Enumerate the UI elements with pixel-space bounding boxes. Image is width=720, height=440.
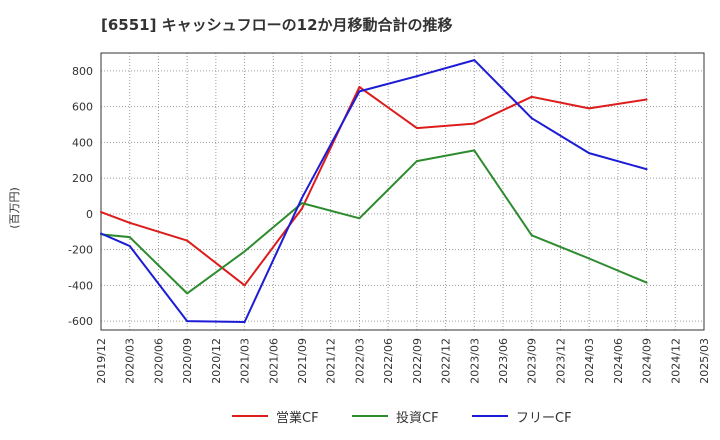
x-tick-label: 2019/12 — [95, 338, 108, 384]
y-tick-label: 400 — [72, 136, 93, 149]
legend-item-operating-cf: 営業CF — [232, 404, 319, 428]
y-tick-label: 600 — [72, 101, 93, 114]
x-tick-label: 2024/09 — [641, 338, 654, 384]
legend-label-free-cf: フリーCF — [516, 410, 572, 426]
x-tick-label: 2020/06 — [152, 338, 165, 384]
data-point-series-1 — [358, 217, 361, 220]
data-point-series-0 — [301, 207, 303, 210]
data-point-series-1 — [530, 234, 533, 237]
x-tick-label: 2022/06 — [382, 338, 395, 384]
legend-item-investing-cf: 投資CF — [352, 404, 439, 428]
data-point-series-0 — [473, 122, 476, 125]
data-point-series-0 — [588, 107, 591, 110]
data-point-series-1 — [645, 281, 648, 284]
data-point-series-0 — [415, 127, 418, 130]
y-tick-label: -200 — [68, 244, 93, 257]
data-point-series-2 — [645, 168, 648, 171]
y-tick-label: 200 — [72, 172, 93, 185]
x-tick-label: 2021/06 — [267, 338, 280, 384]
legend-label-investing-cf: 投資CF — [396, 410, 439, 426]
data-point-series-0 — [100, 211, 102, 214]
x-tick-label: 2022/09 — [411, 338, 424, 384]
chart-title: [6551] キャッシュフローの12か月移動合計の推移 — [101, 16, 453, 34]
y-tick-label: -600 — [68, 315, 93, 328]
legend-label-operating-cf: 営業CF — [276, 410, 319, 426]
legend-swatch-investing-cf — [352, 415, 388, 417]
data-point-series-2 — [301, 196, 303, 199]
data-point-series-2 — [415, 75, 418, 78]
legend-swatch-free-cf — [472, 415, 508, 417]
data-point-series-2 — [243, 320, 246, 323]
plot-area — [101, 53, 704, 330]
y-tick-label: 0 — [86, 208, 93, 221]
data-point-series-1 — [186, 292, 189, 295]
data-point-series-2 — [186, 320, 189, 323]
data-point-series-2 — [530, 117, 533, 120]
x-tick-label: 2025/03 — [698, 338, 711, 384]
data-point-series-2 — [473, 59, 476, 62]
data-point-series-0 — [358, 85, 361, 88]
x-tick-label: 2021/12 — [325, 338, 338, 384]
data-point-series-1 — [415, 160, 418, 163]
x-tick-label: 2023/12 — [554, 338, 567, 384]
data-point-series-1 — [473, 149, 476, 152]
chart-legend: 営業CF 投資CF フリーCF — [0, 404, 720, 428]
x-tick-label: 2023/06 — [497, 338, 510, 384]
x-tick-label: 2021/03 — [239, 338, 252, 384]
data-point-series-2 — [358, 90, 361, 93]
y-tick-label: -400 — [68, 279, 93, 292]
x-tick-label: 2020/09 — [181, 338, 194, 384]
data-point-series-2 — [100, 232, 102, 235]
plot-frame — [100, 52, 705, 331]
data-point-series-0 — [530, 95, 533, 98]
data-point-series-0 — [243, 284, 246, 287]
data-point-series-1 — [588, 257, 591, 260]
x-tick-label: 2023/03 — [468, 338, 481, 384]
data-point-series-2 — [588, 152, 591, 155]
x-tick-label: 2024/03 — [583, 338, 596, 384]
y-tick-label: 800 — [72, 65, 93, 78]
data-point-series-1 — [243, 250, 246, 253]
data-point-series-0 — [128, 221, 131, 224]
legend-swatch-operating-cf — [232, 415, 268, 417]
x-tick-label: 2024/06 — [612, 338, 625, 384]
legend-item-free-cf: フリーCF — [472, 404, 572, 428]
x-tick-label: 2022/03 — [353, 338, 366, 384]
x-tick-label: 2022/12 — [440, 338, 453, 384]
data-point-series-0 — [645, 98, 648, 101]
x-tick-label: 2023/09 — [526, 338, 539, 384]
data-point-series-2 — [128, 245, 131, 248]
data-point-series-1 — [128, 236, 131, 239]
data-point-series-0 — [186, 239, 189, 242]
x-tick-label: 2020/03 — [124, 338, 137, 384]
x-tick-label: 2021/09 — [296, 338, 309, 384]
x-tick-label: 2020/12 — [210, 338, 223, 384]
x-tick-label: 2024/12 — [669, 338, 682, 384]
data-point-series-1 — [301, 202, 303, 205]
